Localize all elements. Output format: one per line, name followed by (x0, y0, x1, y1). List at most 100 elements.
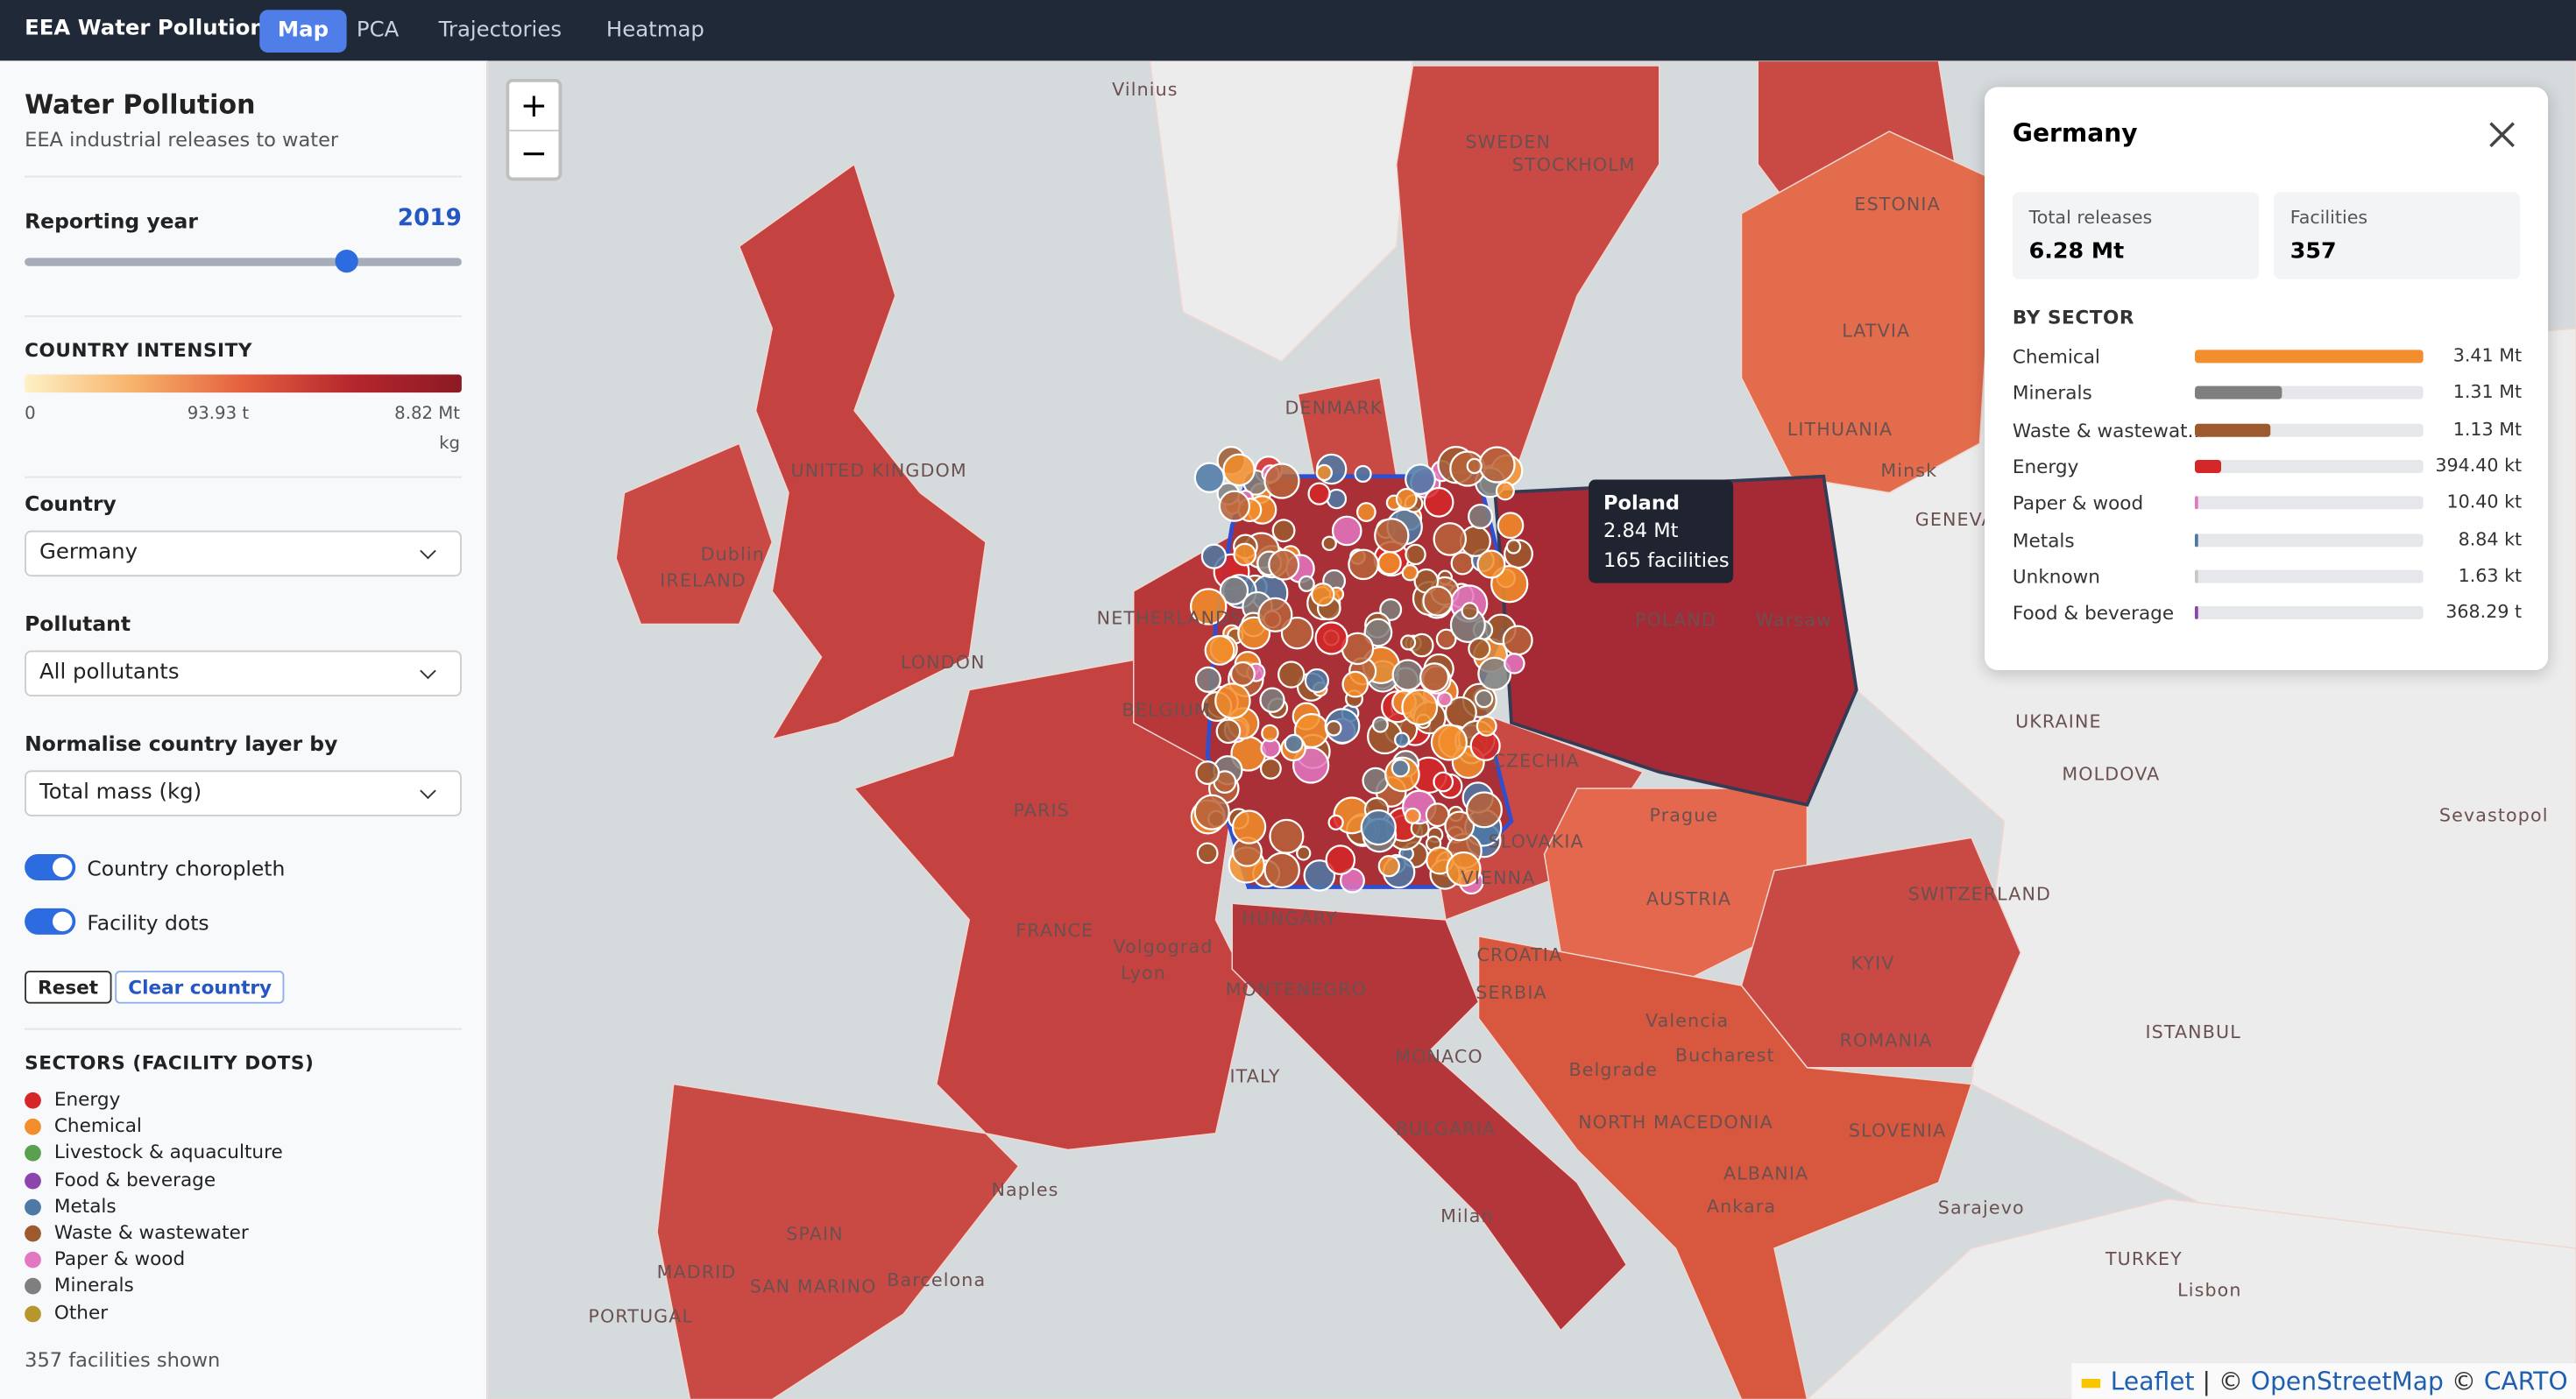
map-label: ROMANIA (1840, 1029, 1933, 1050)
facility-dot (1327, 814, 1344, 830)
map-label: SERBIA (1476, 982, 1547, 1003)
intensity-scale (25, 374, 462, 393)
map-label: Warsaw (1756, 609, 1832, 630)
legend-item: Energy (25, 1087, 452, 1112)
map-label: STOCKHOLM (1512, 154, 1636, 175)
legend-label: Minerals (53, 1273, 134, 1297)
carto-link[interactable]: CARTO (2483, 1366, 2568, 1396)
value-label: 8.84 kt (2458, 527, 2523, 550)
value-label: 3.41 Mt (2452, 344, 2523, 367)
map-label: CROATIA (1477, 944, 1563, 965)
legend-item: Other (25, 1300, 452, 1325)
year-slider[interactable] (25, 258, 462, 266)
leaflet-link[interactable]: Leaflet (2110, 1366, 2195, 1396)
facility-dot (1401, 563, 1419, 582)
tooltip-facilities: 165 facilities (1603, 548, 1730, 572)
map-label: MOLDOVA (2062, 764, 2160, 785)
intensity-heading: COUNTRY INTENSITY (25, 338, 253, 362)
divider (25, 315, 462, 317)
normalise-select[interactable]: Total mass (kg) (25, 770, 462, 816)
nav-tab[interactable]: Map (259, 10, 347, 53)
bar (2195, 422, 2271, 436)
nav-tab[interactable]: PCA (356, 18, 400, 43)
legend-swatch (25, 1198, 41, 1216)
map-label: ISTANBUL (2145, 1021, 2240, 1042)
osm-link[interactable]: OpenStreetMap (2250, 1366, 2444, 1396)
divider (25, 175, 462, 178)
map-label: IRELAND (660, 569, 747, 590)
facility-dot (1461, 602, 1479, 620)
toggle[interactable] (25, 854, 76, 880)
facility-dot (1468, 637, 1491, 661)
sector-name: Unknown (2012, 564, 2100, 588)
facility-dot (1435, 628, 1457, 650)
pollutant-select[interactable]: All pollutants (25, 650, 462, 696)
facility-dot (1502, 625, 1533, 656)
brand: EEA Water Pollution (25, 16, 265, 41)
legend-label: Metals (53, 1193, 117, 1217)
legend-swatch (25, 1171, 41, 1189)
tooltip: Poland 2.84 Mt 165 facilities (1589, 479, 1734, 583)
facility-dot (1298, 575, 1315, 592)
facility-dot (1200, 543, 1228, 569)
nav-tab[interactable]: Heatmap (605, 18, 704, 43)
value-label: 394.40 kt (2435, 455, 2523, 477)
facility-dot (1476, 549, 1506, 579)
facility-dot (1321, 535, 1337, 552)
reset-button[interactable]: Reset (25, 971, 112, 1004)
value-label: 1.63 kt (2458, 564, 2523, 586)
map-label: Naples (991, 1179, 1058, 1200)
map-label: ALBANIA (1723, 1162, 1808, 1183)
land-norway (1149, 60, 1414, 363)
map-label: Lisbon (2177, 1279, 2241, 1300)
zoom-in[interactable]: + (509, 82, 559, 131)
facility-dot (1304, 668, 1330, 694)
country (1297, 377, 1398, 477)
facility-dot (1303, 859, 1336, 892)
subtitle: EEA industrial releases to water (25, 128, 339, 152)
facility-dot (1233, 542, 1257, 567)
clear-button[interactable]: Clear country (115, 971, 286, 1004)
facility-dot (1393, 731, 1411, 748)
facility-dot (1284, 733, 1304, 753)
map-label: ESTONIA (1854, 194, 1940, 215)
facility-dot (1474, 689, 1494, 709)
stat-label: Facilities (2289, 207, 2368, 229)
facility-dot (1222, 453, 1256, 487)
country-select[interactable]: Germany (25, 530, 462, 577)
toggle[interactable] (25, 908, 76, 935)
close-button[interactable] (2488, 120, 2517, 150)
map-label: Milan (1440, 1205, 1494, 1226)
facility-dot (1261, 724, 1279, 743)
map-label: LONDON (901, 652, 986, 673)
nav-tab[interactable]: Trajectories (438, 18, 563, 43)
toggle-label: Country choropleth (87, 855, 286, 880)
sector-name: Chemical (2012, 344, 2100, 368)
facility-dot (1478, 446, 1516, 484)
zoom-out[interactable]: − (520, 132, 548, 173)
attribution: ▬ Leaflet | © OpenStreetMap © CARTO (2070, 1362, 2576, 1399)
sector-name: Energy (2012, 455, 2079, 478)
slider-thumb[interactable] (335, 250, 358, 273)
facility-dot (1430, 724, 1468, 761)
facility-dot (1391, 659, 1424, 691)
map-label: Valencia (1645, 1010, 1729, 1031)
value-label: 368.29 t (2445, 601, 2523, 623)
bar (2195, 386, 2283, 400)
scale-max: 8.82 Mt (394, 404, 460, 424)
facility-dot (1259, 757, 1282, 780)
facility-dot (1307, 482, 1331, 505)
facility-dot (1466, 457, 1483, 475)
country (615, 442, 774, 625)
facility-dot (1257, 597, 1293, 632)
facility-dot (1355, 502, 1376, 522)
facility-dot (1193, 794, 1230, 830)
value-label: 1.13 Mt (2452, 418, 2523, 440)
facility-dot (1405, 543, 1426, 566)
map-label: LITHUANIA (1787, 419, 1893, 440)
map-label: GENEVA (1915, 509, 1995, 530)
stat-card: Total releases 6.28 Mt (2012, 192, 2260, 279)
facility-dot (1362, 767, 1390, 795)
country-panel: Germany Total releases 6.28 Mt Facilitie… (1985, 87, 2549, 670)
